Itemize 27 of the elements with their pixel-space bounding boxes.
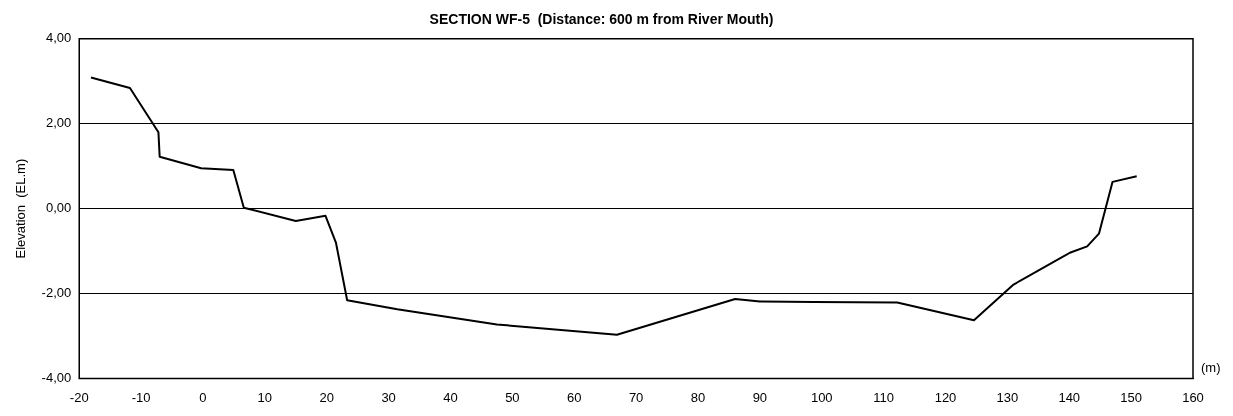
y-tick-label: 4,00: [45, 30, 72, 46]
x-tick-label: 90: [752, 390, 768, 406]
y-axis-title: Elevation (EL.m): [13, 158, 29, 259]
x-tick-label: 70: [628, 390, 644, 406]
y-tick-label: -2,00: [41, 285, 72, 301]
x-tick-label: 40: [443, 390, 458, 406]
y-tick-label: -4,00: [41, 369, 72, 385]
x-tick-label: 150: [1120, 390, 1142, 406]
text: (m): [1201, 359, 1221, 375]
x-tick-label: 100: [810, 390, 833, 406]
x-tick-label: 20: [319, 390, 334, 406]
x-tick-label: 80: [690, 390, 706, 406]
y-tick-label: 0,00: [45, 200, 72, 216]
x-tick-label: -20: [69, 390, 89, 406]
chart-title: SECTION WF-5 (Distance: 600 m from River Mouth): [429, 11, 774, 28]
x-tick-label: 160: [1182, 390, 1204, 406]
y-tick-label: 2,00: [45, 115, 72, 131]
x-tick-label: 10: [257, 390, 273, 406]
x-tick-label: 140: [1058, 390, 1081, 406]
x-tick-label: 130: [996, 390, 1019, 406]
x-tick-label: 0: [199, 390, 207, 406]
x-tick-label: 120: [934, 390, 957, 406]
x-tick-label: 60: [567, 390, 582, 406]
x-tick-label: -10: [131, 390, 151, 406]
x-tick-label: 50: [505, 390, 520, 406]
x-tick-label: 30: [381, 390, 396, 406]
x-tick-label: 110: [873, 390, 894, 406]
